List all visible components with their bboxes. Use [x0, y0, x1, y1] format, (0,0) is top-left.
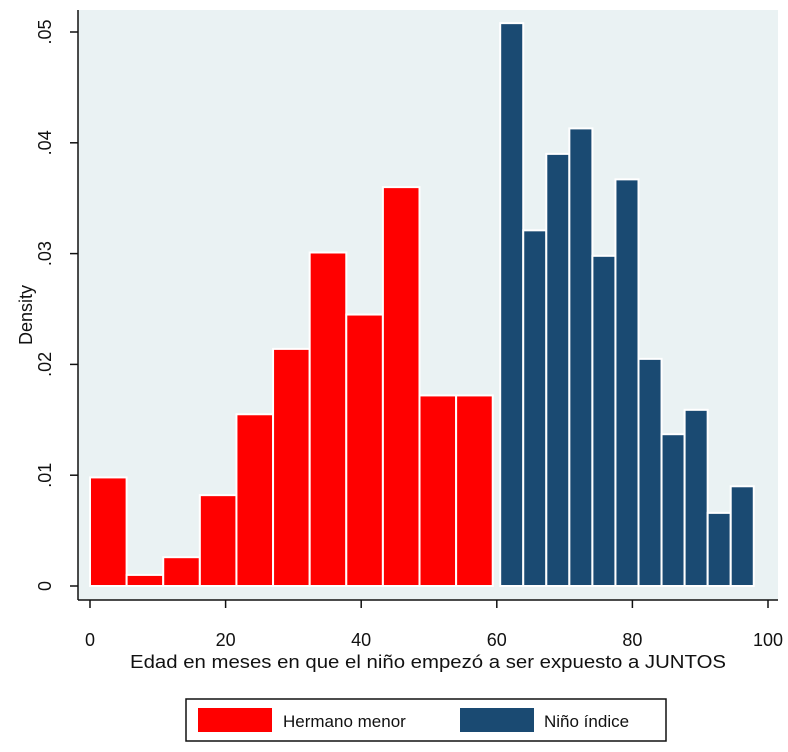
histogram-bar	[499, 22, 525, 588]
y-tick-label: .02	[35, 352, 55, 377]
y-tick-label: .05	[35, 19, 55, 44]
y-tick-label: 0	[35, 581, 55, 591]
histogram-bar	[381, 186, 421, 587]
histogram-bar	[568, 127, 594, 587]
histogram-bar	[455, 394, 494, 588]
histogram-bar	[235, 413, 275, 588]
x-tick-label: 100	[753, 630, 783, 650]
legend-label: Niño índice	[544, 712, 629, 731]
histogram-bar	[637, 357, 663, 587]
y-ticks: 0 .01 .02 .03 .04 .05	[35, 19, 78, 591]
legend-swatch	[198, 708, 272, 732]
histogram-bar	[591, 254, 617, 587]
histogram-bar	[522, 229, 548, 587]
histogram-bar	[162, 556, 201, 588]
legend-label: Hermano menor	[283, 712, 406, 731]
histogram-bar	[545, 152, 571, 587]
series-nino-indice	[499, 22, 755, 588]
y-tick-label: .04	[35, 130, 55, 155]
histogram-bar	[125, 573, 165, 587]
histogram-bar	[418, 394, 458, 588]
x-ticks: 0 20 40 60 80 100	[85, 600, 783, 650]
series-hermano-menor	[89, 186, 494, 588]
histogram-bar	[660, 433, 686, 588]
x-tick-label: 60	[487, 630, 507, 650]
y-tick-label: .01	[35, 463, 55, 488]
x-tick-label: 80	[622, 630, 642, 650]
histogram-bar	[89, 476, 128, 587]
histogram-bar	[345, 313, 384, 587]
histogram-bar	[706, 511, 732, 588]
histogram-bar	[729, 485, 755, 587]
histogram-bar	[272, 347, 311, 587]
y-tick-label: .03	[35, 241, 55, 266]
legend: Hermano menor Niño índice	[185, 698, 667, 742]
legend-swatch	[460, 708, 534, 732]
histogram-bar	[308, 251, 348, 587]
histogram-bar	[683, 408, 709, 587]
y-axis-title: Density	[16, 285, 36, 345]
x-tick-label: 40	[351, 630, 371, 650]
x-axis-title: Edad en meses en que el niño empezó a se…	[130, 652, 726, 672]
histogram-bar	[198, 494, 238, 588]
x-tick-label: 20	[216, 630, 236, 650]
axes-layer	[77, 10, 778, 601]
bars-layer	[89, 22, 755, 588]
x-tick-label: 0	[85, 630, 95, 650]
histogram-bar	[614, 178, 640, 587]
